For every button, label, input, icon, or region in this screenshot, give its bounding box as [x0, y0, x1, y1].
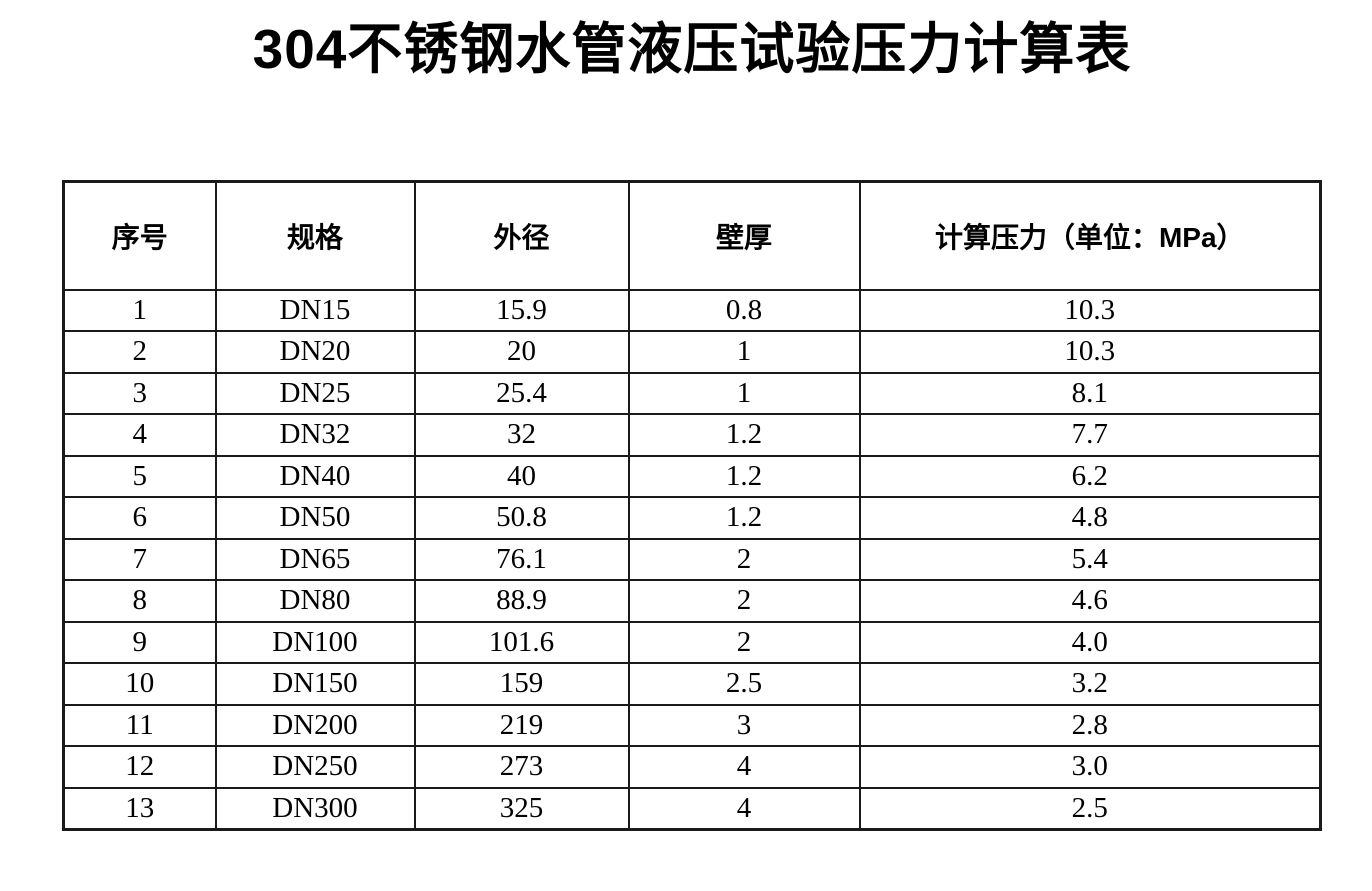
- table-cell-outer-diameter: 20: [413, 330, 630, 374]
- table-cell-wall-thickness: 4: [627, 786, 861, 830]
- table-cell-calc-pressure: 3.2: [858, 662, 1322, 706]
- table-cell-spec: DN200: [214, 703, 416, 747]
- table-cell-serial-number: 8: [62, 579, 217, 623]
- table-cell-outer-diameter: 50.8: [413, 496, 630, 540]
- table-row: 6 DN50 50.8 1.2 4.8: [62, 496, 1322, 540]
- table-cell-spec: DN100: [214, 620, 416, 664]
- table-cell-spec: DN300: [214, 786, 416, 830]
- table-header-row: 序号 规格 外径 壁厚 计算压力（单位：MPa）: [62, 180, 1322, 291]
- table-cell-outer-diameter: 88.9: [413, 579, 630, 623]
- table-cell-calc-pressure: 3.0: [858, 745, 1322, 789]
- column-header-calc-pressure: 计算压力（单位：MPa）: [858, 180, 1322, 291]
- table-cell-outer-diameter: 32: [413, 413, 630, 457]
- table-cell-spec: DN80: [214, 579, 416, 623]
- table-cell-outer-diameter: 15.9: [413, 288, 630, 332]
- table-row: 5 DN40 40 1.2 6.2: [62, 454, 1322, 498]
- table-cell-calc-pressure: 4.0: [858, 620, 1322, 664]
- table-cell-spec: DN25: [214, 371, 416, 415]
- table-cell-outer-diameter: 325: [413, 786, 630, 830]
- table-cell-wall-thickness: 2: [627, 620, 861, 664]
- table-cell-serial-number: 10: [62, 662, 217, 706]
- table-cell-spec: DN50: [214, 496, 416, 540]
- table-cell-serial-number: 13: [62, 786, 217, 830]
- table-cell-outer-diameter: 273: [413, 745, 630, 789]
- table-cell-calc-pressure: 4.6: [858, 579, 1322, 623]
- table-cell-serial-number: 2: [62, 330, 217, 374]
- table-cell-calc-pressure: 5.4: [858, 537, 1322, 581]
- table-cell-wall-thickness: 1.2: [627, 413, 861, 457]
- table-cell-wall-thickness: 3: [627, 703, 861, 747]
- pressure-calculation-table: 序号 规格 外径 壁厚 计算压力（单位：MPa） 1 DN15 15.9 0.8 10.3 2 DN…: [62, 180, 1322, 831]
- table-header: 序号 规格 外径 壁厚 计算压力（单位：MPa）: [62, 180, 1322, 291]
- table-cell-wall-thickness: 4: [627, 745, 861, 789]
- table-row: 7 DN65 76.1 2 5.4: [62, 537, 1322, 581]
- table-cell-serial-number: 12: [62, 745, 217, 789]
- table-cell-wall-thickness: 1: [627, 371, 861, 415]
- table-cell-spec: DN40: [214, 454, 416, 498]
- table-cell-wall-thickness: 1.2: [627, 496, 861, 540]
- table-row: 10 DN150 159 2.5 3.2: [62, 662, 1322, 706]
- table-cell-serial-number: 7: [62, 537, 217, 581]
- table-cell-wall-thickness: 1.2: [627, 454, 861, 498]
- table-cell-serial-number: 4: [62, 413, 217, 457]
- table-row: 4 DN32 32 1.2 7.7: [62, 413, 1322, 457]
- table-body: 1 DN15 15.9 0.8 10.3 2 DN20 20 1 10.3 3 DN25 25.4 1 8.…: [62, 288, 1322, 830]
- table-cell-calc-pressure: 7.7: [858, 413, 1322, 457]
- table-row: 12 DN250 273 4 3.0: [62, 745, 1322, 789]
- table-cell-wall-thickness: 2: [627, 537, 861, 581]
- table-cell-calc-pressure: 2.8: [858, 703, 1322, 747]
- column-header-serial-number: 序号: [62, 180, 217, 291]
- table-cell-serial-number: 1: [62, 288, 217, 332]
- table-cell-serial-number: 6: [62, 496, 217, 540]
- table-cell-outer-diameter: 101.6: [413, 620, 630, 664]
- table-cell-calc-pressure: 6.2: [858, 454, 1322, 498]
- table-row: 9 DN100 101.6 2 4.0: [62, 620, 1322, 664]
- table-cell-spec: DN150: [214, 662, 416, 706]
- table-cell-spec: DN15: [214, 288, 416, 332]
- table-cell-calc-pressure: 2.5: [858, 786, 1322, 830]
- table-row: 8 DN80 88.9 2 4.6: [62, 579, 1322, 623]
- table-cell-outer-diameter: 40: [413, 454, 630, 498]
- table-cell-calc-pressure: 10.3: [858, 330, 1322, 374]
- table-cell-spec: DN32: [214, 413, 416, 457]
- table-cell-spec: DN65: [214, 537, 416, 581]
- table-cell-calc-pressure: 8.1: [858, 371, 1322, 415]
- table-cell-outer-diameter: 219: [413, 703, 630, 747]
- table-cell-serial-number: 9: [62, 620, 217, 664]
- column-header-spec: 规格: [214, 180, 416, 291]
- column-header-outer-diameter: 外径: [413, 180, 630, 291]
- table-cell-serial-number: 3: [62, 371, 217, 415]
- table-row: 3 DN25 25.4 1 8.1: [62, 371, 1322, 415]
- table-cell-wall-thickness: 0.8: [627, 288, 861, 332]
- table-cell-wall-thickness: 2.5: [627, 662, 861, 706]
- table-cell-calc-pressure: 10.3: [858, 288, 1322, 332]
- table-cell-spec: DN20: [214, 330, 416, 374]
- table-cell-outer-diameter: 159: [413, 662, 630, 706]
- table-cell-serial-number: 11: [62, 703, 217, 747]
- table-cell-calc-pressure: 4.8: [858, 496, 1322, 540]
- table-row: 13 DN300 325 4 2.5: [62, 786, 1322, 830]
- column-header-wall-thickness: 壁厚: [627, 180, 861, 291]
- table-cell-wall-thickness: 2: [627, 579, 861, 623]
- table-cell-outer-diameter: 76.1: [413, 537, 630, 581]
- table-cell-outer-diameter: 25.4: [413, 371, 630, 415]
- table-row: 1 DN15 15.9 0.8 10.3: [62, 288, 1322, 332]
- table-row: 11 DN200 219 3 2.8: [62, 703, 1322, 747]
- page-title: 304不锈钢水管液压试验压力计算表: [252, 18, 1132, 80]
- table-cell-serial-number: 5: [62, 454, 217, 498]
- table-row: 2 DN20 20 1 10.3: [62, 330, 1322, 374]
- table-cell-wall-thickness: 1: [627, 330, 861, 374]
- table-cell-spec: DN250: [214, 745, 416, 789]
